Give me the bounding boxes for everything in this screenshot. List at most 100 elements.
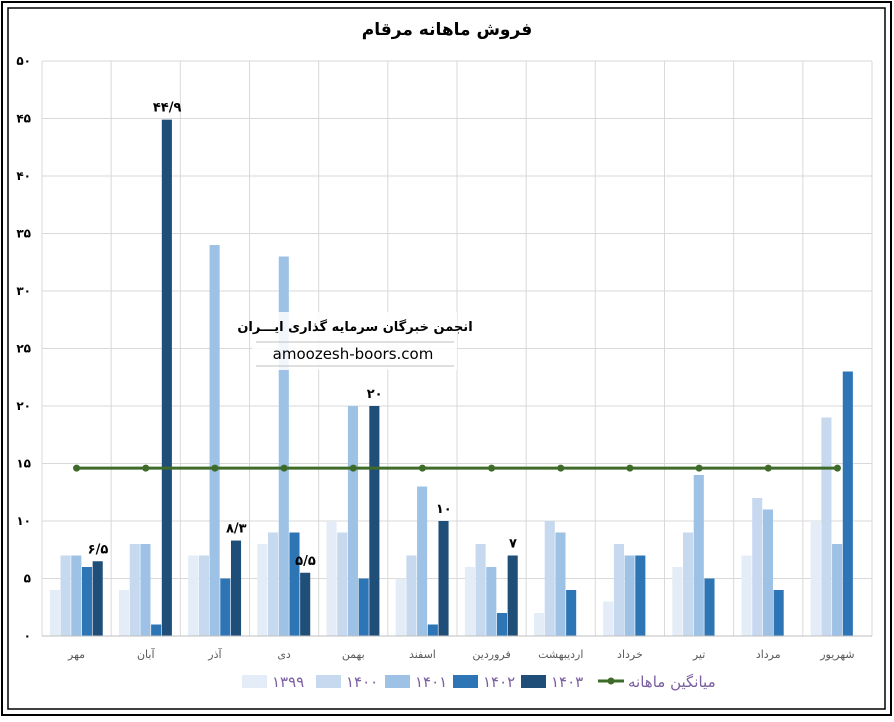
bar [773,590,784,636]
bar [544,521,555,636]
bar [475,544,486,636]
bar [358,578,369,636]
legend-swatch [453,675,478,688]
bar [161,119,172,636]
bar [278,256,289,636]
legend-label: ۱۴۰۰ [346,673,378,691]
x-tick-label: خرداد [617,648,643,661]
y-tick-label: ۵۰ [16,54,31,68]
bar [693,475,704,636]
x-tick-label: مهر [67,648,85,661]
bar [842,371,853,636]
average-marker [418,464,426,472]
legend-average-label: میانگین ماهانه [628,673,716,691]
data-label: ۷ [509,537,517,552]
x-tick-label: شهریور [819,648,854,661]
bar [257,544,268,636]
bar [92,561,103,636]
bar [81,567,93,636]
data-label: ۴۴/۹ [153,101,182,116]
legend-label: ۱۴۰۳ [551,673,583,691]
watermark: انجمن خبرگان سرمایه گذاری ایـــران amooz… [237,312,473,370]
x-tick-label: دی [277,648,291,661]
average-line [73,464,841,472]
watermark-url: amoozesh-boors.com [273,345,434,363]
bar [369,406,380,636]
x-tick-label: مرداد [756,648,781,661]
bar [752,498,763,636]
bar [300,572,311,636]
bar [289,532,300,636]
legend-label: ۱۴۰۱ [415,673,447,691]
average-marker [73,464,81,472]
legend-label: ۱۳۹۹ [272,673,304,691]
bar [188,555,199,636]
bar [496,613,508,636]
bar [603,601,614,636]
bar [326,521,337,636]
bar [810,521,821,636]
bar [417,486,428,636]
bar [119,590,130,636]
average-marker [142,464,150,472]
average-marker [211,464,219,472]
bar [395,578,406,636]
y-tick-label: ۲۰ [16,399,31,413]
bar [427,624,438,636]
y-tick-label: ۵ [24,572,31,586]
x-tick-label: بهمن [342,648,365,661]
bar [741,555,752,636]
y-tick-label: ۲۵ [16,342,31,356]
legend-swatch [316,675,341,688]
axes: ۰ ۵ ۱۰ ۱۵ ۲۰ ۲۵ ۳۰ ۳۵ ۴۰ ۴۵ ۵۰ مهر آبان آذر دی بهمن اسفن… [16,54,872,661]
bar [268,532,279,636]
bar [566,590,577,636]
bar [337,532,348,636]
legend: ۱۳۹۹ ۱۴۰۰ ۱۴۰۱ ۱۴۰۲ ۱۴۰۳ میانگین ماهانه [242,673,716,691]
average-marker [557,464,565,472]
data-label: ۲۰ [367,387,383,402]
average-marker [349,464,357,472]
legend-label: ۱۴۰۲ [483,673,515,691]
y-tick-label: ۳۰ [16,284,31,298]
y-tick-label: ۱۰ [16,514,31,528]
bar [464,567,475,636]
bar [635,555,646,636]
legend-swatch [385,675,410,688]
data-label: ۵/۵ [295,554,316,569]
bar [406,555,417,636]
bar [507,555,518,636]
data-label: ۶/۵ [88,542,109,557]
bar [613,544,624,636]
bar [832,544,843,636]
bars [49,119,853,636]
legend-swatch [242,675,267,688]
x-tick-label: اسفند [409,648,436,661]
average-marker [833,464,841,472]
average-marker [280,464,288,472]
bar [704,578,715,636]
bar [555,532,566,636]
bar [140,544,151,636]
bar [49,590,60,636]
x-tick-label: اردیبهشت [538,648,583,661]
bar [129,544,140,636]
legend-average-marker [607,677,615,685]
y-tick-label: ۰ [24,629,31,643]
average-marker [488,464,496,472]
average-marker [626,464,634,472]
data-label: ۸/۳ [226,522,247,537]
legend-swatch [521,675,546,688]
x-tick-label: فروردین [472,648,510,661]
bar [672,567,683,636]
bar [438,521,449,636]
grid [41,60,873,636]
bar [683,532,694,636]
average-marker [764,464,772,472]
x-tick-label: آذر [207,647,222,661]
bar [198,555,209,636]
bar [534,613,545,636]
bar [486,567,497,636]
